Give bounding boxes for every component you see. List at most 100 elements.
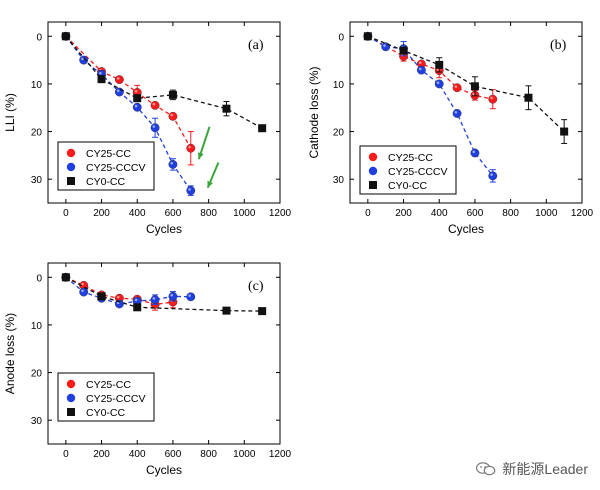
x-tick-label: 1000: [233, 449, 256, 460]
series-cy0-cc: [61, 273, 267, 316]
point-highlight: [188, 188, 191, 191]
point-highlight: [188, 294, 191, 297]
x-tick-label: 1000: [535, 208, 558, 219]
data-point: [381, 42, 391, 52]
x-tick-label: 600: [165, 208, 182, 219]
x-tick-label: 400: [129, 449, 146, 460]
trend-line: [65, 35, 263, 129]
y-tick-label: 30: [31, 175, 43, 186]
y-tick-label: 0: [36, 32, 42, 43]
x-tick-label: 800: [200, 208, 217, 219]
data-point: [133, 94, 142, 103]
legend-marker: [67, 177, 75, 185]
data-point: [114, 87, 124, 97]
plot-frame: [47, 21, 281, 204]
arrow-annotation: [197, 126, 211, 160]
plot-frame: [47, 262, 281, 445]
legend-marker: [66, 379, 76, 389]
plot-frame: [349, 21, 583, 204]
panel-a: 0 200 400 600 800 1000 1200 0 10 20 30 Cycles LLI (%…: [3, 21, 292, 236]
x-tick-label: 0: [63, 208, 69, 219]
point-highlight: [418, 67, 422, 71]
x-tick-label: 0: [63, 449, 69, 460]
data-point: [168, 160, 178, 169]
legend-label: CY0-CC: [86, 176, 126, 188]
x-tick-label: 0: [365, 208, 371, 219]
data-point: [435, 60, 444, 69]
point-highlight: [170, 293, 174, 297]
point-highlight: [81, 282, 84, 286]
point-highlight: [170, 113, 174, 117]
point-highlight: [116, 295, 120, 299]
data-point: [150, 123, 160, 133]
x-tick-label: 200: [395, 208, 412, 219]
data-point: [114, 75, 124, 85]
data-point: [150, 295, 160, 305]
x-tick-label: 600: [165, 449, 182, 460]
legend-label: CY25-CC: [86, 148, 131, 160]
point-highlight: [116, 89, 120, 93]
watermark: 新能源Leader: [476, 458, 588, 480]
legend-marker: [67, 408, 75, 416]
point-highlight: [454, 110, 458, 114]
data-point: [560, 127, 569, 136]
data-point: [452, 109, 462, 118]
wechat-icon: [476, 462, 496, 476]
point-highlight: [152, 297, 156, 300]
data-point: [79, 55, 89, 65]
data-point: [363, 32, 372, 41]
legend: CY25-CC CY25-CCCV CY0-CC: [57, 372, 155, 422]
legend-label: CY0-CC: [86, 407, 126, 419]
data-point: [434, 79, 444, 89]
panel-c: 0 200 400 600 800 1000 1200 0 10 20 30 Cycles Anode …: [3, 262, 292, 477]
y-tick-label: 20: [333, 128, 345, 139]
legend-label: CY25-CC: [388, 152, 433, 164]
data-point: [222, 306, 231, 315]
point-highlight: [436, 81, 440, 85]
data-point: [133, 303, 142, 312]
y-tick-label: 10: [31, 321, 43, 332]
trend-line: [65, 276, 263, 312]
point-highlight: [134, 298, 138, 302]
x-tick-label: 400: [431, 208, 448, 219]
y-axis-title: Anode loss (%): [3, 313, 17, 394]
data-point: [258, 307, 267, 316]
point-highlight: [116, 77, 120, 80]
legend-label: CY25-CCCV: [86, 393, 146, 405]
x-tick-label: 1000: [233, 208, 256, 219]
data-point: [168, 90, 177, 99]
data-point: [168, 111, 178, 121]
arrow-annotation: [206, 162, 220, 189]
arrow-head: [197, 152, 204, 160]
arrow-head: [207, 180, 213, 188]
y-tick-label: 20: [31, 369, 43, 380]
y-axis-title: LLI (%): [3, 93, 17, 132]
y-tick-label: 30: [31, 416, 43, 427]
data-point: [452, 83, 462, 93]
x-tick-label: 400: [129, 208, 146, 219]
legend-marker: [66, 393, 76, 403]
x-tick-label: 1200: [269, 449, 292, 460]
data-point: [488, 94, 498, 104]
trend-line: [367, 35, 565, 133]
data-point: [399, 46, 408, 55]
x-axis-title: Cycles: [146, 463, 182, 477]
legend-marker: [369, 181, 377, 189]
data-point: [222, 104, 231, 113]
point-highlight: [472, 150, 476, 154]
legend-marker: [368, 166, 378, 176]
x-tick-label: 800: [502, 208, 519, 219]
point-highlight: [472, 92, 476, 96]
point-highlight: [134, 104, 138, 108]
point-highlight: [99, 71, 102, 75]
data-point: [258, 124, 267, 133]
point-highlight: [188, 145, 191, 149]
x-tick-label: 1200: [269, 208, 292, 219]
point-highlight: [418, 61, 422, 65]
data-point: [168, 291, 178, 301]
panel-b: 0 200 400 600 800 1000 1200 0 10 20 30 Cycles Cathod…: [307, 21, 594, 236]
y-tick-label: 20: [31, 128, 43, 139]
point-highlight: [81, 289, 84, 293]
legend-label: CY25-CCCV: [388, 166, 448, 178]
